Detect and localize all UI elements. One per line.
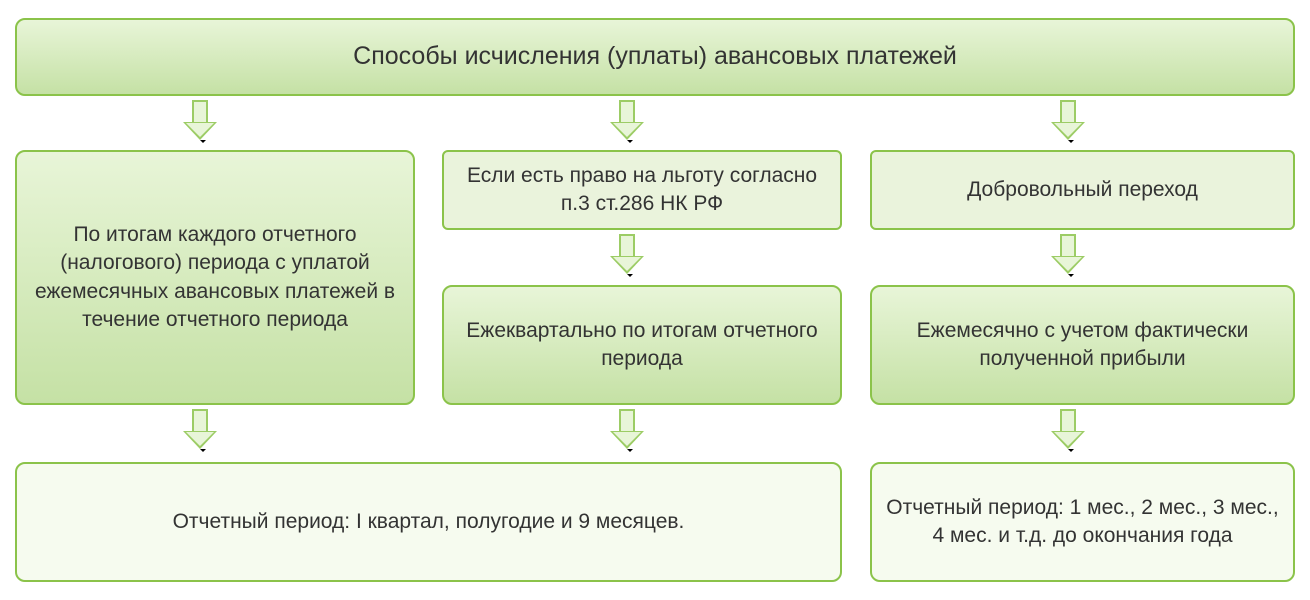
- flowchart-node: Если есть право на льготу согласно п.3 с…: [442, 150, 842, 230]
- flow-arrow-down-icon: [610, 100, 644, 140]
- flowchart-node: Ежемесячно с учетом фактически полученно…: [870, 285, 1295, 405]
- flow-arrow-down-icon: [610, 234, 644, 274]
- flow-arrow-down-icon: [183, 409, 217, 449]
- flowchart-node: Отчетный период: 1 мес., 2 мес., 3 мес.,…: [870, 462, 1295, 582]
- node-label: Ежеквартально по итогам отчетного период…: [444, 311, 840, 380]
- flowchart-node: Ежеквартально по итогам отчетного период…: [442, 285, 842, 405]
- node-label: По итогам каждого отчетного (налогового)…: [17, 215, 413, 340]
- flow-arrow-down-icon: [183, 100, 217, 140]
- node-label: Отчетный период: I квартал, полугодие и …: [163, 502, 695, 542]
- flowchart-node: По итогам каждого отчетного (налогового)…: [15, 150, 415, 405]
- flow-arrow-down-icon: [1051, 100, 1085, 140]
- node-label: Отчетный период: 1 мес., 2 мес., 3 мес.,…: [872, 488, 1293, 557]
- node-label: Ежемесячно с учетом фактически полученно…: [872, 311, 1293, 380]
- node-label: Если есть право на льготу согласно п.3 с…: [444, 156, 840, 225]
- flow-arrow-down-icon: [610, 409, 644, 449]
- node-label: Способы исчисления (уплаты) авансовых пл…: [343, 34, 967, 80]
- node-label: Добровольный переход: [957, 170, 1208, 210]
- flowchart-node: Отчетный период: I квартал, полугодие и …: [15, 462, 842, 582]
- flowchart-root-node: Способы исчисления (уплаты) авансовых пл…: [15, 18, 1295, 96]
- flowchart-node: Добровольный переход: [870, 150, 1295, 230]
- flow-arrow-down-icon: [1051, 409, 1085, 449]
- flow-arrow-down-icon: [1051, 234, 1085, 274]
